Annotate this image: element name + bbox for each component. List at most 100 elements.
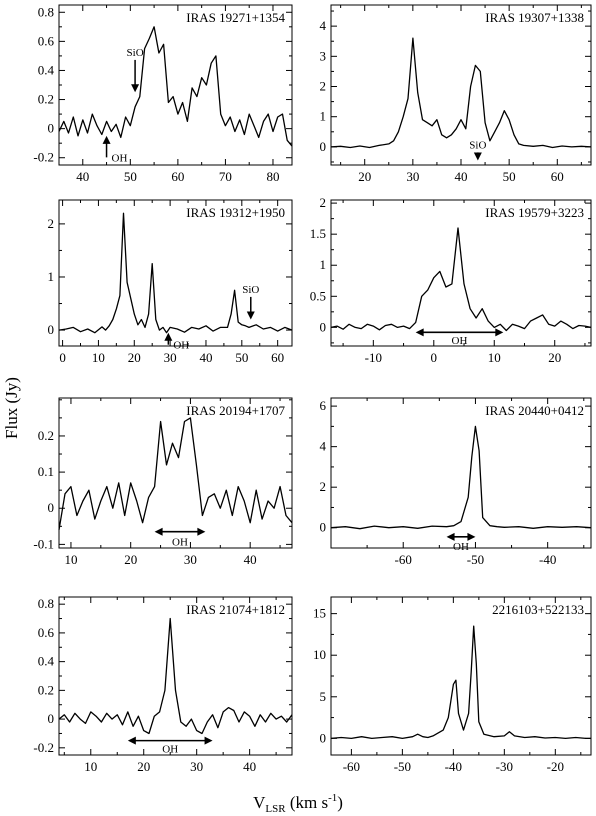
panel-title: IRAS 19307+1338 [485, 10, 584, 25]
x-tick-label: 40 [244, 552, 257, 567]
x-tick-label: 20 [548, 350, 561, 365]
x-tick-label: -60 [395, 552, 412, 567]
sio-label: SiO [469, 139, 486, 151]
y-tick-label: 0.6 [38, 33, 55, 48]
panel-4: -10 0 10 20 0 0.5 1 1.5 2 IRAS 19579+3223 OH [310, 195, 592, 365]
sio-arrowhead [131, 84, 140, 93]
x-tick-label: 50 [503, 169, 516, 184]
x-tick-label: 40 [243, 759, 256, 774]
x-tick-label: 20 [137, 759, 150, 774]
y-tick-label: 2 [320, 79, 327, 94]
y-tick-label: 0 [48, 121, 55, 136]
oh-range-arrowhead-right [204, 736, 213, 745]
oh-range-arrowhead-left [446, 532, 455, 541]
y-tick-label: -0.1 [33, 536, 54, 551]
y-tick-label: 1 [320, 257, 327, 272]
x-tick-label: 0 [431, 350, 438, 365]
panel-8: -60 -50 -40 -30 -20 0 5 10 15 2216103+522133 [313, 596, 592, 774]
spectrum-line [330, 625, 591, 740]
panel-title: 2216103+522133 [492, 602, 584, 617]
y-tick-label: 0.4 [38, 62, 55, 77]
x-axis-label-close: ) [337, 793, 343, 812]
y-tick-label: 1 [48, 269, 55, 284]
x-tick-label: 70 [219, 169, 232, 184]
oh-arrowhead [164, 332, 173, 341]
panel-title: IRAS 20194+1707 [186, 403, 285, 418]
sio-label: SiO [127, 47, 144, 59]
x-tick-label: -50 [467, 552, 484, 567]
oh-range-arrowhead-left [127, 736, 136, 745]
y-tick-label: 1 [320, 109, 327, 124]
x-tick-label: -20 [547, 759, 564, 774]
x-tick-label: 20 [128, 350, 141, 365]
y-tick-label: 15 [313, 606, 326, 621]
y-tick-label: 0 [320, 139, 327, 154]
y-tick-label: 2 [320, 195, 327, 210]
sio-arrowhead [246, 311, 255, 320]
oh-label: OH [162, 744, 178, 756]
panel-title: IRAS 20440+0412 [485, 403, 584, 418]
y-tick-label: 2 [320, 479, 327, 494]
x-tick-label: 50 [235, 350, 248, 365]
x-axis-label-unit: (km s [286, 793, 329, 812]
oh-range-arrowhead-right [495, 328, 504, 337]
y-tick-label: 0 [320, 319, 327, 334]
y-tick-label: 0.5 [310, 288, 326, 303]
spectrum-line [58, 417, 293, 531]
x-tick-label: 20 [358, 169, 371, 184]
x-tick-label: 60 [171, 169, 184, 184]
y-tick-label: 0 [320, 730, 327, 745]
x-tick-label: 80 [266, 169, 279, 184]
panel-title: IRAS 19579+3223 [485, 205, 584, 220]
x-tick-label: -10 [365, 350, 382, 365]
y-tick-label: 0 [48, 500, 55, 515]
y-tick-label: 10 [313, 647, 326, 662]
spectrum-line [58, 26, 293, 147]
x-tick-label: 10 [64, 552, 77, 567]
panel-frame [330, 596, 592, 756]
panel-frame [58, 4, 293, 166]
x-tick-label: 30 [406, 169, 419, 184]
panel-frame [58, 596, 293, 756]
x-tick-label: -40 [539, 552, 556, 567]
x-tick-label: 10 [84, 759, 97, 774]
panel-title: IRAS 19271+1354 [186, 10, 285, 25]
x-axis-label-main: V [253, 793, 266, 812]
panel-5: 10 20 30 40 -0.1 0 0.1 0.2 IRAS 20194+1707 OH [33, 397, 293, 567]
y-tick-label: 0.1 [38, 464, 54, 479]
x-axis-label: VLSR (km s-1) [253, 792, 343, 815]
oh-label: OH [453, 541, 469, 553]
spectrum-line [330, 37, 592, 149]
x-tick-label: 0 [59, 350, 66, 365]
y-tick-label: 0.6 [38, 625, 55, 640]
y-tick-label: 0.2 [38, 428, 54, 443]
spectrum-line [58, 212, 293, 334]
y-tick-label: 0.2 [38, 682, 54, 697]
y-tick-label: 0.8 [38, 4, 54, 19]
x-tick-label: 50 [124, 169, 137, 184]
spectrum-line [58, 617, 293, 735]
y-tick-label: 2 [48, 216, 55, 231]
y-tick-label: 0 [320, 520, 327, 535]
spectrum-line [330, 425, 592, 530]
x-tick-label: -50 [394, 759, 411, 774]
panel-frame [330, 199, 592, 347]
x-tick-label: 30 [164, 350, 177, 365]
y-tick-label: 4 [320, 439, 327, 454]
panel-frame [58, 397, 293, 549]
oh-label: OH [173, 340, 189, 352]
panel-7: 10 20 30 40 -0.2 0 0.2 0.4 0.6 0.8 IRAS 21074+1812… [33, 596, 293, 774]
x-tick-label: 60 [271, 350, 284, 365]
panel-2: 20 30 40 50 60 0 1 2 3 4 IRAS 19307+1338 SiO [320, 4, 592, 184]
x-tick-label: 30 [184, 552, 197, 567]
panel-frame [58, 199, 293, 347]
oh-label: OH [172, 536, 188, 548]
oh-label: OH [112, 152, 128, 164]
y-tick-label: 1.5 [310, 226, 326, 241]
x-tick-label: 40 [76, 169, 89, 184]
sio-label: SiO [242, 284, 259, 296]
y-tick-label: -0.2 [33, 740, 54, 755]
panel-3: 0 10 20 30 40 50 60 0 1 2 IRAS 19312+1950 SiO OH [48, 199, 293, 365]
panel-frame [330, 4, 592, 166]
